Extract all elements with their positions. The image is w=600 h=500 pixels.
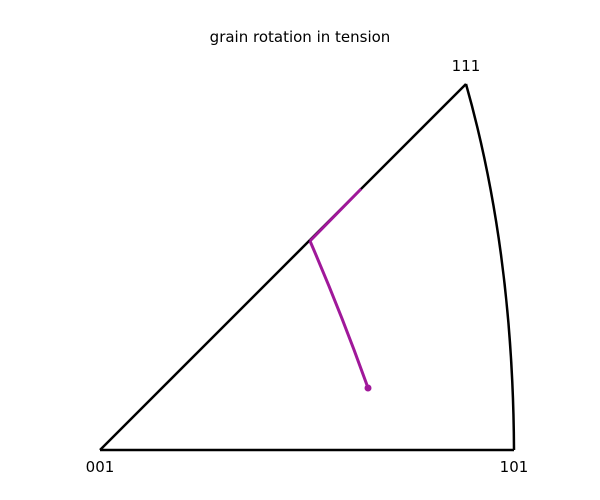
figure-title: grain rotation in tension xyxy=(210,28,391,46)
trajectory-to-boundary xyxy=(308,240,370,389)
pole-label-001: 001 xyxy=(86,458,115,476)
rotation-trajectory xyxy=(308,187,372,392)
trajectory-start-marker xyxy=(364,384,372,392)
pole-label-111: 111 xyxy=(452,57,481,75)
edge-101-111-arc xyxy=(464,83,516,451)
edge-001-111 xyxy=(99,83,467,451)
trajectory-along-boundary xyxy=(308,187,363,243)
stereographic-triangle xyxy=(99,83,516,452)
pole-label-101: 101 xyxy=(500,458,529,476)
